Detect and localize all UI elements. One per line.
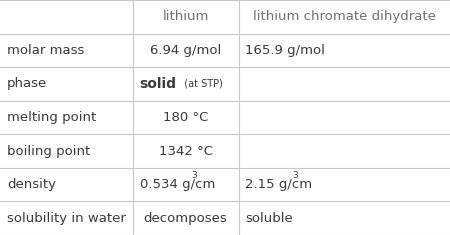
- Text: 180 °C: 180 °C: [163, 111, 208, 124]
- Text: solid: solid: [140, 77, 176, 91]
- Text: lithium: lithium: [162, 10, 209, 23]
- Text: 1342 °C: 1342 °C: [158, 145, 212, 158]
- Text: melting point: melting point: [7, 111, 96, 124]
- Text: 2.15 g/cm: 2.15 g/cm: [245, 178, 312, 191]
- Text: 6.94 g/mol: 6.94 g/mol: [150, 44, 221, 57]
- Text: solubility in water: solubility in water: [7, 212, 126, 225]
- Text: soluble: soluble: [245, 212, 293, 225]
- Text: phase: phase: [7, 77, 47, 90]
- Text: lithium chromate dihydrate: lithium chromate dihydrate: [253, 10, 436, 23]
- Text: 3: 3: [292, 171, 297, 180]
- Text: 0.534 g/cm: 0.534 g/cm: [140, 178, 215, 191]
- Text: 165.9 g/mol: 165.9 g/mol: [245, 44, 325, 57]
- Text: 3: 3: [191, 171, 197, 180]
- Text: density: density: [7, 178, 56, 191]
- Text: decomposes: decomposes: [144, 212, 228, 225]
- Text: molar mass: molar mass: [7, 44, 84, 57]
- Text: boiling point: boiling point: [7, 145, 90, 158]
- Text: (at STP): (at STP): [178, 79, 223, 89]
